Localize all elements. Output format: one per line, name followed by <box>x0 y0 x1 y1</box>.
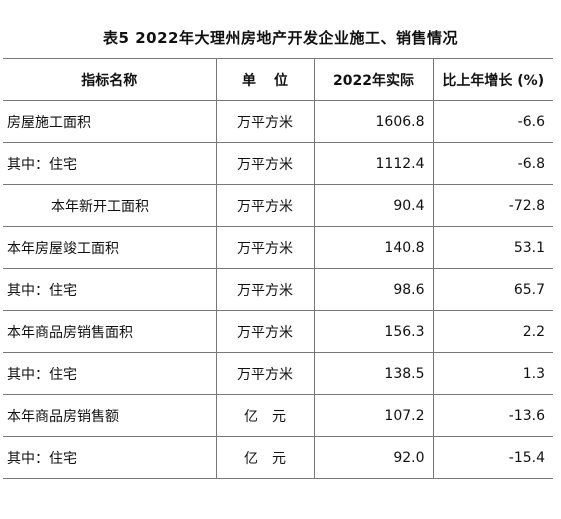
row-indicator-name: 房屋施工面积 <box>3 100 217 143</box>
table-row: 其中：住宅 亿元 92.0 -15.4 <box>3 436 553 479</box>
table-row: 本年商品房销售面积 万平方米 156.3 2.2 <box>3 310 553 353</box>
row-unit: 万平方米 <box>215 142 315 185</box>
row-growth-value: -72.8 <box>432 184 553 227</box>
header-actual-2022: 2022年实际 <box>313 58 434 101</box>
row-growth-value: -15.4 <box>432 436 553 479</box>
row-actual-value: 92.0 <box>313 436 434 479</box>
row-growth-value: 2.2 <box>432 310 553 353</box>
row-unit: 万平方米 <box>215 352 315 395</box>
table-row: 本年新开工面积 万平方米 90.4 -72.8 <box>3 184 553 227</box>
row-actual-value: 90.4 <box>313 184 434 227</box>
table-row: 其中：住宅 万平方米 138.5 1.3 <box>3 352 553 395</box>
row-indicator-name: 本年新开工面积 <box>3 184 217 227</box>
row-actual-value: 107.2 <box>313 394 434 437</box>
table-title: 表5 2022年大理州房地产开发企业施工、销售情况 <box>103 29 458 47</box>
row-growth-value: 1.3 <box>432 352 553 395</box>
row-unit: 万平方米 <box>215 100 315 143</box>
row-growth-value: 53.1 <box>432 226 553 269</box>
table-row: 房屋施工面积 万平方米 1606.8 -6.6 <box>3 100 553 143</box>
row-growth-value: -6.6 <box>432 100 553 143</box>
table-header-row: 指标名称 单位 2022年实际 比上年增长 (%) <box>3 58 553 101</box>
row-actual-value: 140.8 <box>313 226 434 269</box>
row-actual-value: 1112.4 <box>313 142 434 185</box>
row-growth-value: 65.7 <box>432 268 553 311</box>
row-actual-value: 156.3 <box>313 310 434 353</box>
row-actual-value: 138.5 <box>313 352 434 395</box>
table-row: 其中：住宅 万平方米 1112.4 -6.8 <box>3 142 553 185</box>
header-unit: 单位 <box>215 58 315 101</box>
row-indicator-name: 本年房屋竣工面积 <box>3 226 217 269</box>
row-indicator-name: 其中：住宅 <box>3 268 217 311</box>
table-row: 本年房屋竣工面积 万平方米 140.8 53.1 <box>3 226 553 269</box>
row-indicator-name: 本年商品房销售面积 <box>3 310 217 353</box>
row-unit: 亿元 <box>215 394 315 437</box>
row-indicator-name: 其中：住宅 <box>3 142 217 185</box>
row-indicator-name: 其中：住宅 <box>3 436 217 479</box>
row-growth-value: -6.8 <box>432 142 553 185</box>
row-unit: 万平方米 <box>215 226 315 269</box>
header-indicator-name: 指标名称 <box>3 58 217 101</box>
row-unit: 万平方米 <box>215 184 315 227</box>
row-actual-value: 98.6 <box>313 268 434 311</box>
row-growth-value: -13.6 <box>432 394 553 437</box>
table-row: 其中：住宅 万平方米 98.6 65.7 <box>3 268 553 311</box>
row-indicator-name: 本年商品房销售额 <box>3 394 217 437</box>
row-unit: 万平方米 <box>215 310 315 353</box>
header-growth-percent: 比上年增长 (%) <box>432 58 553 101</box>
table-row: 本年商品房销售额 亿元 107.2 -13.6 <box>3 394 553 437</box>
row-indicator-name: 其中：住宅 <box>3 352 217 395</box>
row-unit: 万平方米 <box>215 268 315 311</box>
statistics-table: 指标名称 单位 2022年实际 比上年增长 (%) 房屋施工面积 万平方米 16… <box>3 58 553 479</box>
row-actual-value: 1606.8 <box>313 100 434 143</box>
row-unit: 亿元 <box>215 436 315 479</box>
